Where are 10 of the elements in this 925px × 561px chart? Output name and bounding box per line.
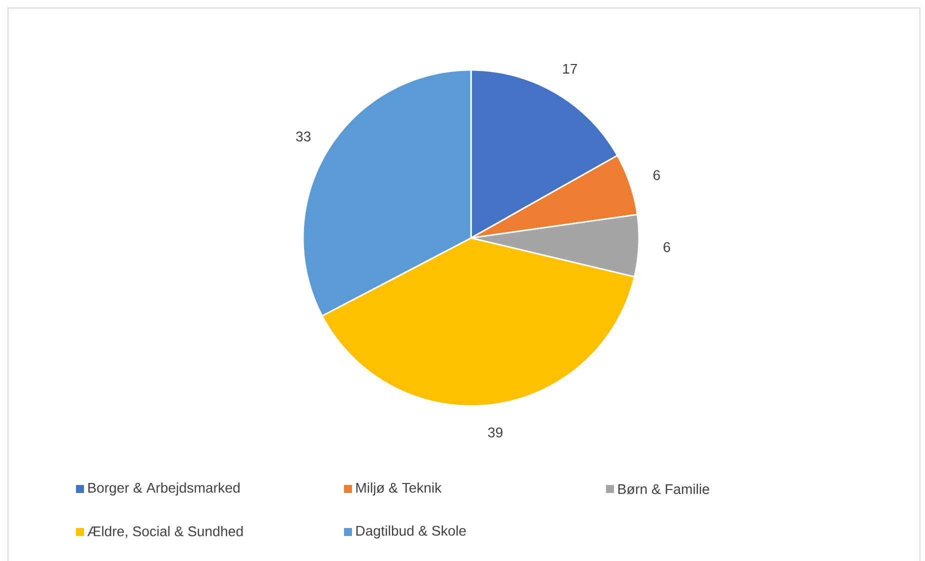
- legend-label: Børn & Familie: [618, 484, 710, 494]
- legend-label: Dagtilbud & Skole: [356, 525, 466, 538]
- legend-label: Borger & Arbejdsmarked: [88, 482, 240, 496]
- data-label: 17: [563, 64, 577, 74]
- legend-label: Ældre, Social & Sundhed: [87, 526, 243, 538]
- data-label: 33: [296, 131, 311, 142]
- data-label: 39: [488, 427, 502, 438]
- data-label: 6: [653, 170, 660, 180]
- data-label: 6: [664, 242, 670, 252]
- legend-label: Miljø & Teknik: [356, 482, 442, 496]
